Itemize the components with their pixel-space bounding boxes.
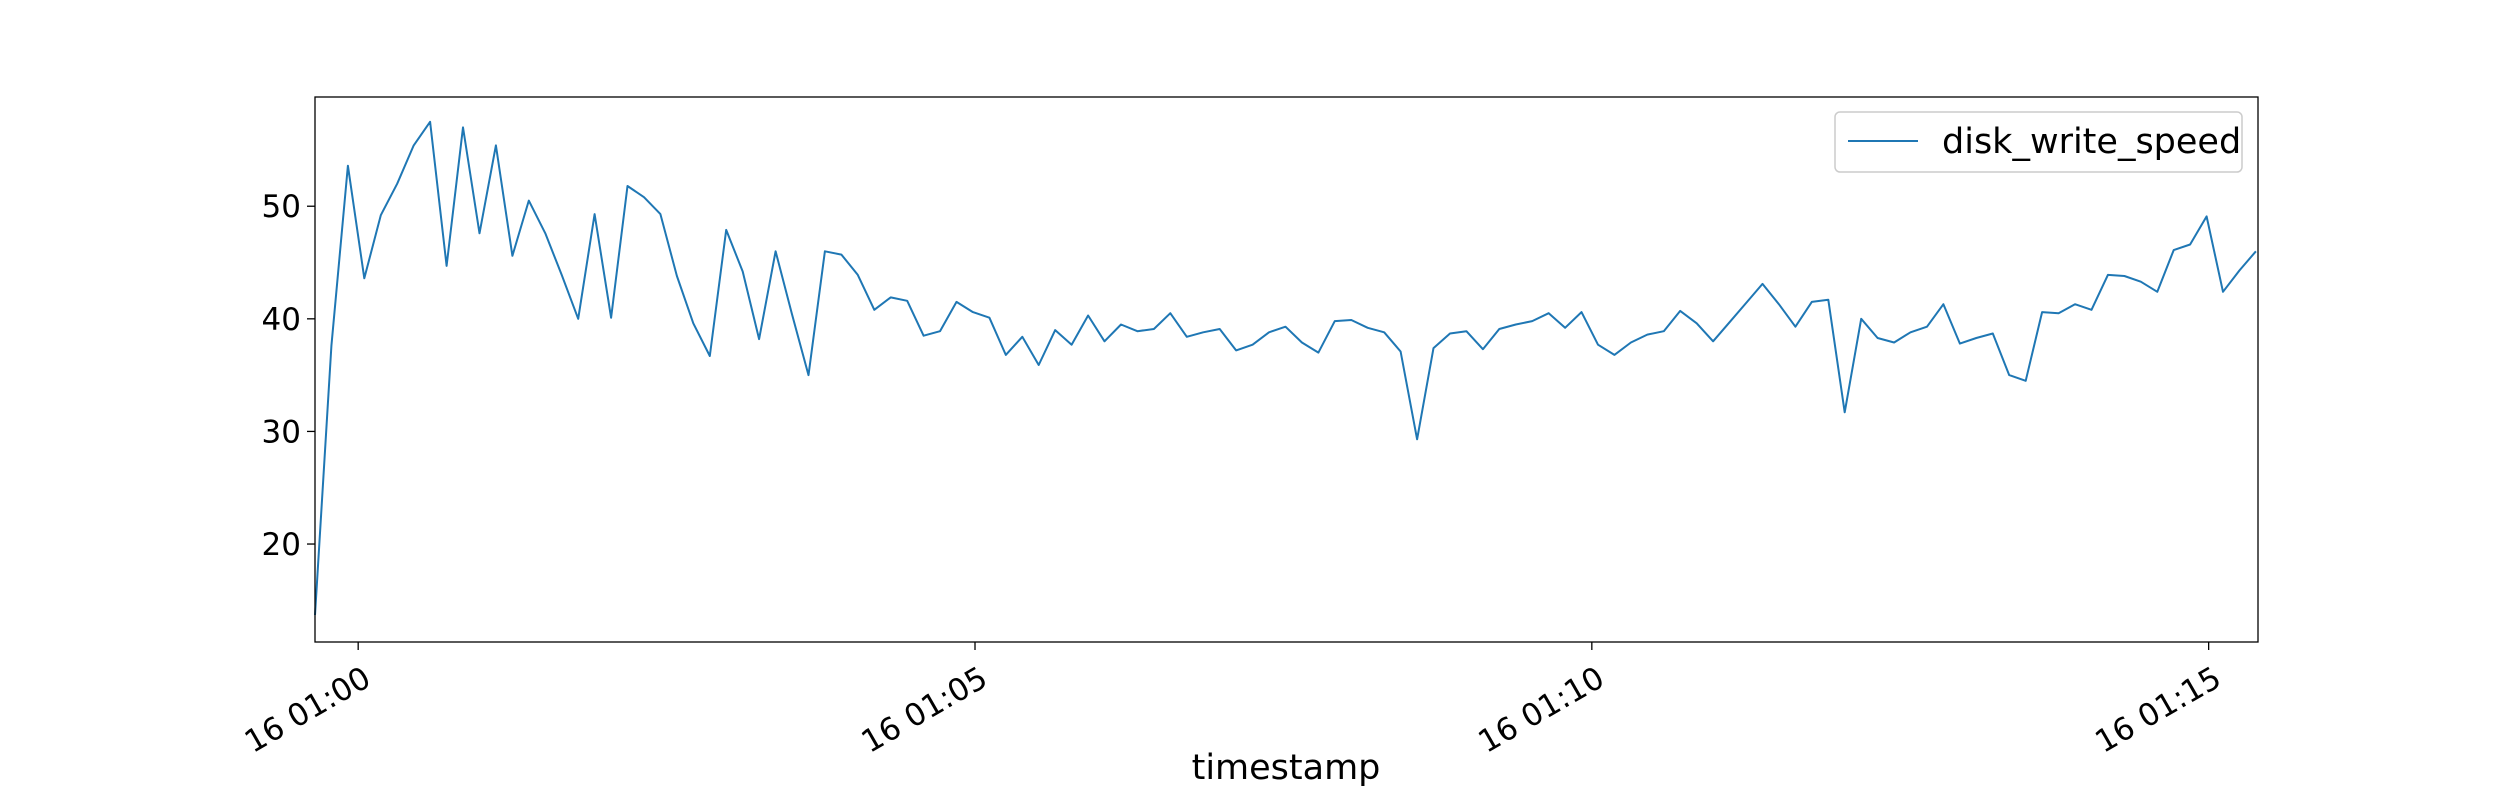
plot-frame xyxy=(314,96,2259,643)
y-tick-label: 50 xyxy=(262,189,301,225)
x-tick-label: 16 01:05 xyxy=(856,660,994,760)
x-tick-label: 16 01:10 xyxy=(1472,660,1610,760)
legend: disk_write_speed xyxy=(1834,111,2243,173)
x-tick-label: 16 01:15 xyxy=(2089,660,2227,760)
series-layer xyxy=(314,120,2257,616)
y-tick-label: 40 xyxy=(262,302,301,338)
y-tick-label: 20 xyxy=(262,527,301,563)
x-tick-label: 16 01:00 xyxy=(239,660,377,760)
series-line-disk_write_speed xyxy=(314,120,2257,616)
plot-background xyxy=(315,97,2258,642)
legend-label: disk_write_speed xyxy=(1942,122,2241,162)
y-tick-label: 30 xyxy=(262,414,301,450)
legend-box xyxy=(1834,111,2243,173)
x-axis-label: timestamp xyxy=(1192,748,1381,788)
x-axis-ticks: 16 01:00 16 01:05 16 01:10 16 01:15 xyxy=(239,642,2227,760)
y-axis-ticks: 20 30 40 50 xyxy=(262,189,315,563)
